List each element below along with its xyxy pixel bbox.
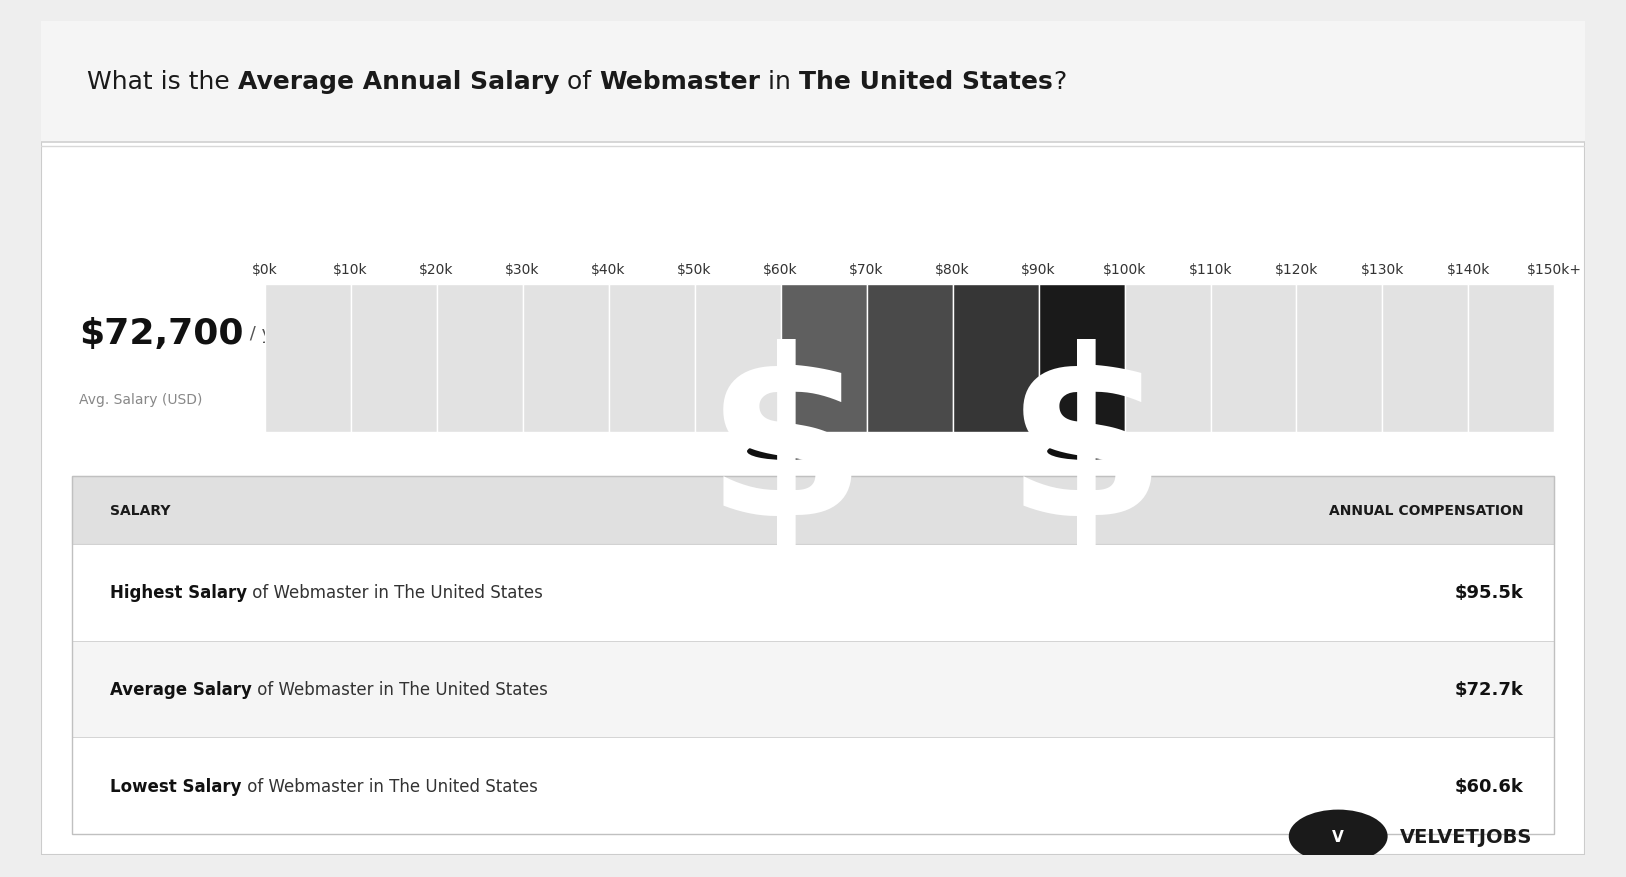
- Bar: [437, 285, 522, 432]
- Text: Avg. Salary (USD): Avg. Salary (USD): [80, 392, 203, 406]
- Bar: [522, 285, 608, 432]
- Bar: [1296, 285, 1382, 432]
- Text: of: of: [559, 70, 600, 95]
- Text: Lowest Salary: Lowest Salary: [111, 777, 242, 795]
- Text: SALARY: SALARY: [111, 503, 171, 517]
- Bar: [1039, 285, 1125, 432]
- Bar: [72, 545, 1554, 641]
- Bar: [72, 641, 1554, 738]
- Text: ?: ?: [1054, 70, 1067, 95]
- Text: $72,700: $72,700: [80, 317, 244, 351]
- Bar: [953, 285, 1039, 432]
- Bar: [41, 22, 1585, 143]
- Bar: [1382, 285, 1468, 432]
- Ellipse shape: [771, 438, 802, 441]
- Text: ANNUAL COMPENSATION: ANNUAL COMPENSATION: [1328, 503, 1524, 517]
- Bar: [780, 285, 867, 432]
- Circle shape: [1289, 809, 1387, 863]
- Bar: [694, 285, 780, 432]
- Bar: [72, 738, 1554, 834]
- Text: $60.6k: $60.6k: [1455, 777, 1524, 795]
- Bar: [72, 476, 1554, 834]
- Text: $72.7k: $72.7k: [1455, 681, 1524, 698]
- Text: Highest Salary: Highest Salary: [111, 583, 247, 602]
- Text: Average Annual Salary: Average Annual Salary: [237, 70, 559, 95]
- Text: The United States: The United States: [798, 70, 1054, 95]
- Text: Webmaster: Webmaster: [600, 70, 761, 95]
- Bar: [608, 285, 694, 432]
- Bar: [867, 285, 953, 432]
- Text: in: in: [761, 70, 798, 95]
- Text: $: $: [704, 339, 867, 565]
- FancyBboxPatch shape: [41, 22, 1585, 855]
- Ellipse shape: [1070, 438, 1101, 441]
- Ellipse shape: [746, 443, 824, 460]
- Bar: [1125, 285, 1210, 432]
- Text: of Webmaster in The United States: of Webmaster in The United States: [242, 777, 538, 795]
- Bar: [1073, 440, 1099, 445]
- Bar: [351, 285, 437, 432]
- Text: of Webmaster in The United States: of Webmaster in The United States: [247, 583, 543, 602]
- Bar: [772, 440, 798, 445]
- Text: What is the: What is the: [88, 70, 237, 95]
- Text: of Webmaster in The United States: of Webmaster in The United States: [252, 681, 548, 698]
- Text: VELVETJOBS: VELVETJOBS: [1400, 827, 1532, 845]
- Bar: [265, 285, 351, 432]
- Text: $95.5k: $95.5k: [1455, 583, 1524, 602]
- Text: V: V: [1332, 829, 1345, 844]
- Bar: [1468, 285, 1554, 432]
- Text: $: $: [1005, 339, 1167, 565]
- Bar: [1210, 285, 1296, 432]
- Text: / year: / year: [244, 324, 302, 343]
- Bar: [72, 476, 1554, 545]
- Text: Average Salary: Average Salary: [111, 681, 252, 698]
- Ellipse shape: [1047, 443, 1125, 460]
